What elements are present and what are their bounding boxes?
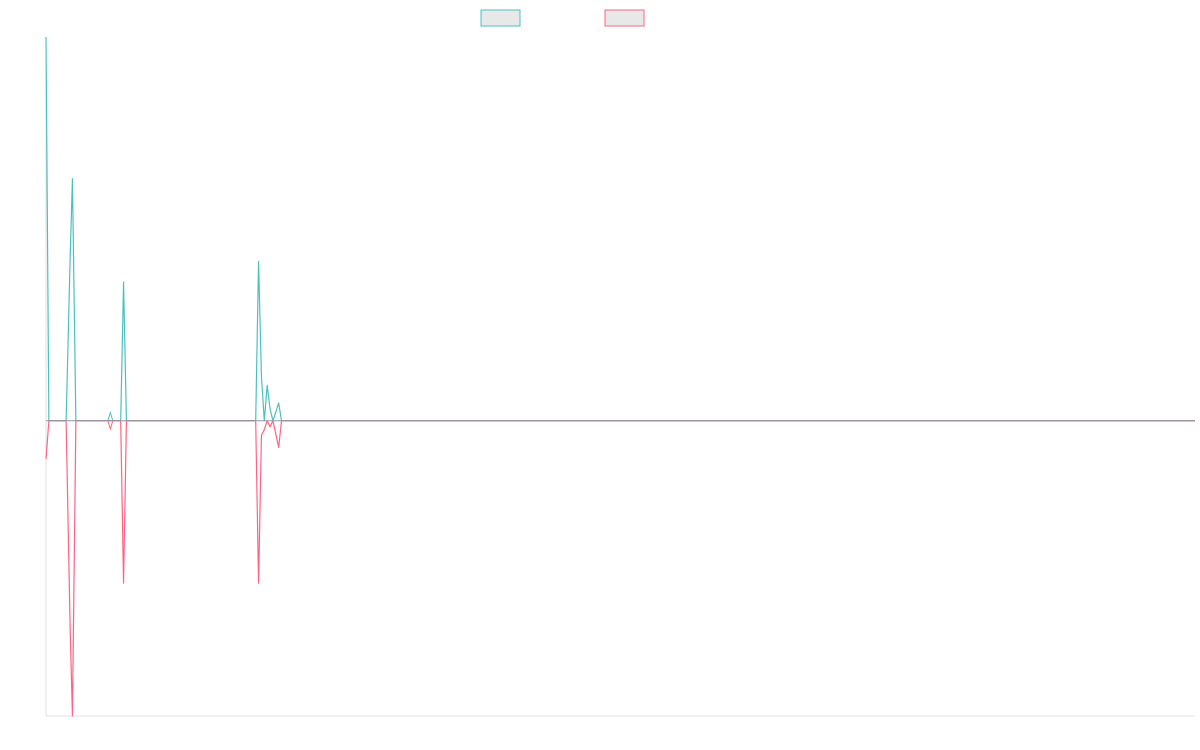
series-marker-0: [107, 410, 114, 421]
legend-swatch-1[interactable]: [604, 9, 645, 27]
series-line-0: [45, 36, 1195, 422]
series-line-1: [45, 420, 1195, 717]
series-marker-1: [107, 420, 114, 431]
series-layer: [45, 36, 1195, 717]
legend-swatch-0[interactable]: [480, 9, 521, 27]
axes: [45, 37, 1195, 717]
legend[interactable]: [480, 9, 645, 27]
